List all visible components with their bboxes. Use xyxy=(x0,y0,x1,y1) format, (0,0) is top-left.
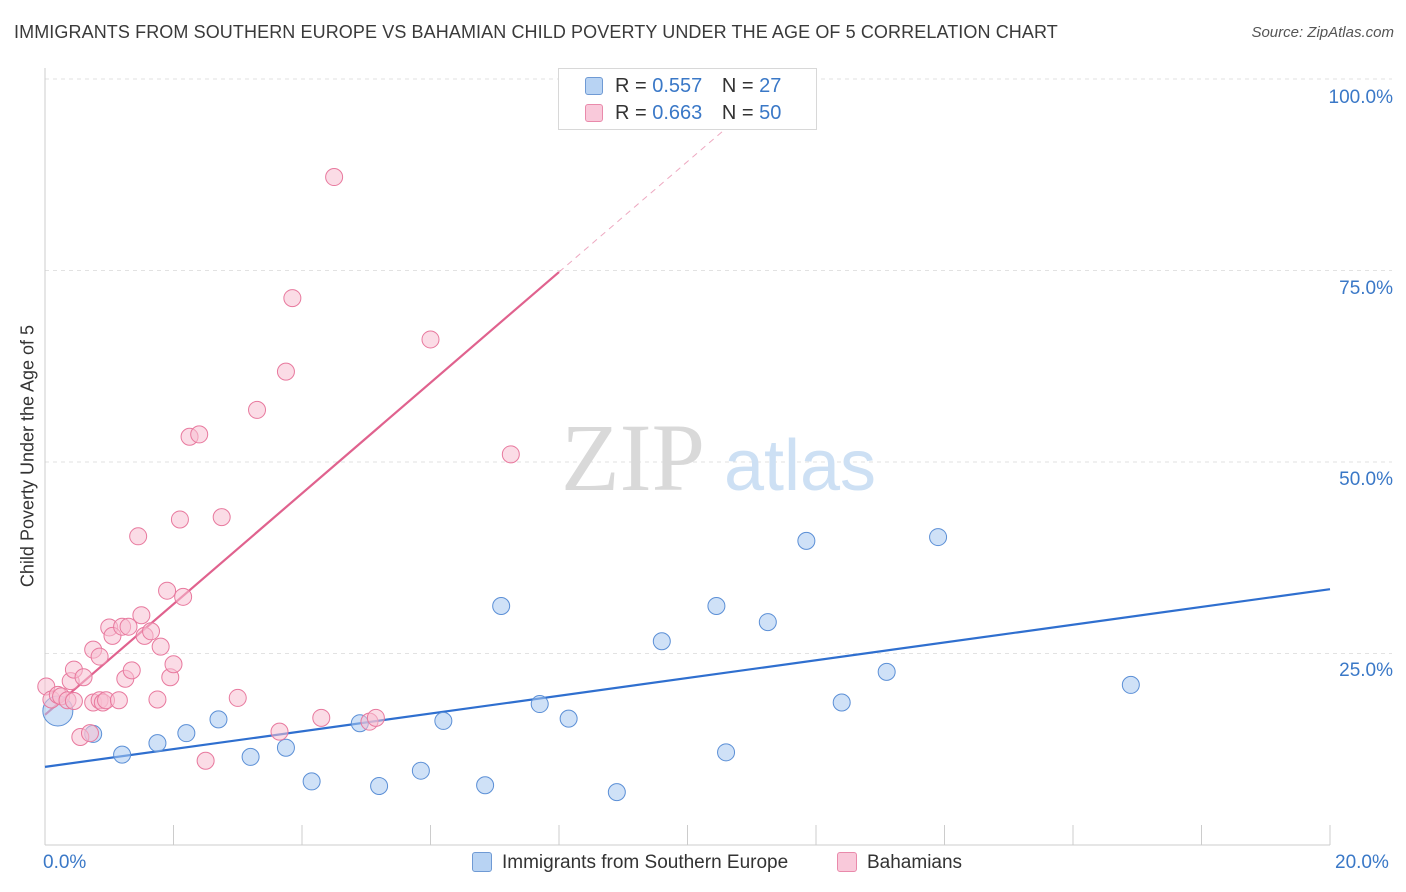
scatter-point xyxy=(113,745,132,764)
scatter-point xyxy=(325,168,344,187)
scatter-point xyxy=(80,724,99,743)
legend-r-value: 0.557 xyxy=(652,75,703,97)
scatter-point xyxy=(302,772,321,791)
watermark-zip: ZIP xyxy=(561,404,705,511)
trend-line-1 xyxy=(44,271,560,716)
trend-line-0 xyxy=(44,588,1331,768)
scatter-point xyxy=(652,632,671,651)
scatter-point xyxy=(366,708,385,727)
legend-r-label: R = xyxy=(615,75,647,97)
grid-lines xyxy=(45,78,1392,654)
legend-n-label: N = xyxy=(721,102,754,124)
scatter-point xyxy=(174,587,193,606)
scatter-point xyxy=(158,581,177,600)
stats-legend: R = 0.557 N = 27 R = 0.663 N = 50 xyxy=(558,68,817,130)
scatter-point xyxy=(122,661,141,680)
scatter-point xyxy=(241,747,260,766)
scatter-point xyxy=(797,531,816,550)
scatter-point xyxy=(170,510,189,529)
scatter-point xyxy=(148,734,167,753)
legend-n-value: 27 xyxy=(759,75,782,97)
scatter-point xyxy=(190,425,209,444)
scatter-point xyxy=(164,655,183,674)
legend-swatch-blue xyxy=(585,77,603,95)
scatter-point xyxy=(228,688,247,707)
scatter-point xyxy=(142,622,161,641)
scatter-point xyxy=(74,668,93,687)
trend-lines xyxy=(44,116,1331,768)
scatter-point xyxy=(607,783,626,802)
watermark-atlas: atlas xyxy=(724,426,876,506)
legend-swatch-blue xyxy=(472,852,492,872)
legend-item-bahamians: Bahamians xyxy=(837,852,962,874)
scatter-point xyxy=(501,445,520,464)
legend-swatch-pink xyxy=(585,104,603,122)
legend-item-immigrants: Immigrants from Southern Europe xyxy=(472,852,788,874)
scatter-point xyxy=(411,761,430,780)
scatter-point xyxy=(177,724,196,743)
scatter-point xyxy=(492,597,511,616)
y-axis-title: Child Poverty Under the Age of 5 xyxy=(17,324,38,588)
scatter-point xyxy=(276,738,295,757)
scatter-point xyxy=(212,508,231,527)
axes xyxy=(44,68,1331,846)
scatter-point xyxy=(530,695,549,714)
x-tick-max: 20.0% xyxy=(1335,852,1389,873)
scatter-point xyxy=(476,776,495,795)
scatter-point xyxy=(559,709,578,728)
scatter-point xyxy=(312,708,331,727)
y-tick-100: 100.0% xyxy=(1328,87,1393,108)
y-tick-25: 25.0% xyxy=(1339,660,1393,681)
scatter-point xyxy=(90,647,109,666)
legend-r-label: R = xyxy=(615,102,647,124)
scatter-point xyxy=(717,743,736,762)
scatter-point xyxy=(1121,675,1140,694)
legend-row-immigrants: R = 0.557 N = 27 xyxy=(585,75,781,98)
legend-n-value: 50 xyxy=(759,102,782,124)
scatter-point xyxy=(758,613,777,632)
scatter-point xyxy=(434,711,453,730)
legend-r-value: 0.663 xyxy=(652,102,703,124)
scatter-point xyxy=(270,722,289,741)
scatter-point xyxy=(196,751,215,770)
legend-label-bahamians: Bahamians xyxy=(867,852,963,873)
scatter-point xyxy=(707,597,726,616)
scatter-point xyxy=(64,691,83,710)
y-tick-50: 50.0% xyxy=(1339,469,1393,490)
y-tick-75: 75.0% xyxy=(1339,278,1393,299)
scatter-point xyxy=(832,693,851,712)
scatter-point xyxy=(248,400,267,419)
chart-title: IMMIGRANTS FROM SOUTHERN EUROPE VS BAHAM… xyxy=(14,22,1058,42)
scatter-point xyxy=(129,527,148,546)
scatter-point xyxy=(151,637,170,656)
scatter-point xyxy=(132,606,151,625)
watermark: ZIP atlas xyxy=(561,404,876,511)
trend-line-extension-1 xyxy=(558,116,740,273)
scatter-point xyxy=(276,362,295,381)
x-tick-min: 0.0% xyxy=(43,852,87,873)
source-credit: Source: ZipAtlas.com xyxy=(1251,24,1394,41)
scatter-point xyxy=(877,662,896,681)
series-bahamians-points xyxy=(37,168,520,770)
legend-swatch-pink xyxy=(837,852,857,872)
scatter-point xyxy=(370,777,389,796)
scatter-point xyxy=(148,690,167,709)
scatter-point xyxy=(421,330,440,349)
legend-label-immigrants: Immigrants from Southern Europe xyxy=(502,852,789,873)
scatter-point xyxy=(109,691,128,710)
scatter-point xyxy=(209,710,228,729)
scatter-point xyxy=(283,289,302,308)
scatter-point xyxy=(929,528,948,547)
scatter-point xyxy=(119,617,138,636)
legend-n-label: N = xyxy=(721,75,754,97)
legend-row-bahamians: R = 0.663 N = 50 xyxy=(585,102,781,125)
